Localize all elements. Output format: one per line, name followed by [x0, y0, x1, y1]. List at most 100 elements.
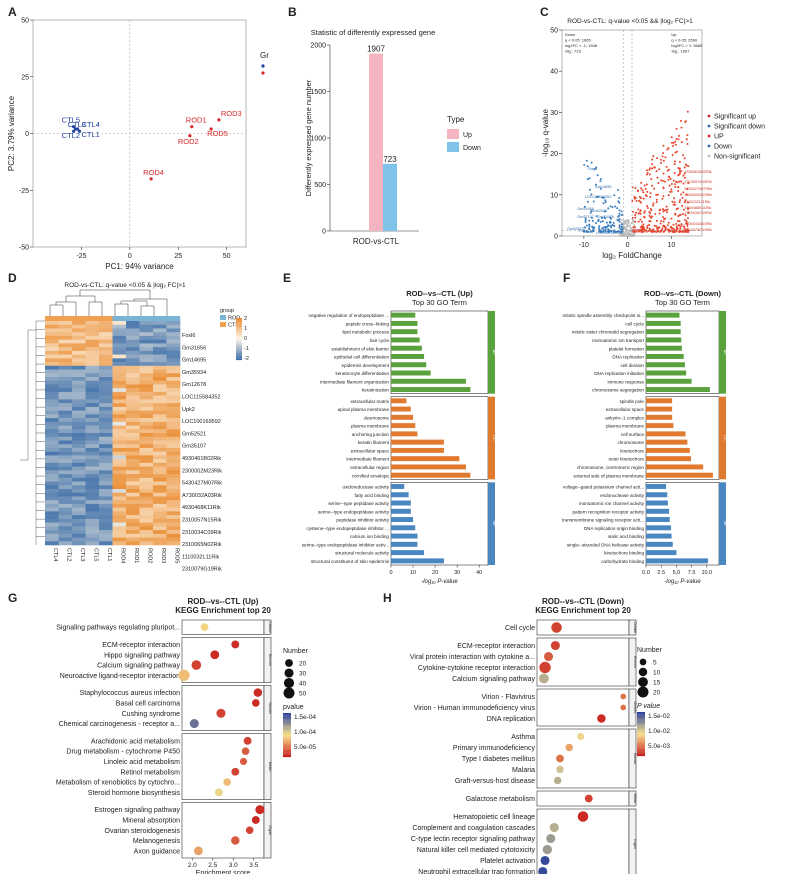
- heatmap-cell: [139, 369, 154, 374]
- heatmap-cell: [58, 511, 73, 516]
- kegg-xtick-label: 3.0: [229, 862, 238, 869]
- volcano-point-up: [655, 198, 658, 201]
- go-term-label: pattern recognition receptor activity: [573, 509, 645, 514]
- volcano-note-up: q < 0.05: 2560: [671, 38, 697, 43]
- go-title-e: ROD--vs--CTL (Up): [406, 289, 473, 298]
- volcano-gene-up: 2310057N15Rik: [685, 180, 712, 184]
- kegg-size-legend-label: 20: [299, 661, 307, 668]
- heatmap-cell: [99, 492, 113, 497]
- volcano-point-down: [588, 188, 591, 191]
- heatmap-cell: [166, 447, 181, 452]
- kegg-color-legend-cell: [283, 740, 291, 742]
- heatmap-cell: [45, 406, 59, 411]
- volcano-point-down: [617, 219, 620, 222]
- go-term-label: spindle pole: [619, 399, 644, 404]
- volcano-point-down: [618, 214, 621, 217]
- volcano-point-up: [649, 195, 652, 198]
- go-bar: [646, 483, 667, 489]
- volcano-point-up: [687, 182, 690, 185]
- heatmap-cell: [99, 496, 113, 501]
- volcano-point-up: [656, 157, 659, 160]
- volcano-point-down: [604, 201, 607, 204]
- heatmap-cell: [126, 339, 140, 344]
- volcano-point-up: [653, 224, 656, 227]
- heatmap-title: ROD-vs-CTL: q-value <0.05 & |log₂ FC|>1: [64, 282, 186, 289]
- volcano-point-down: [592, 200, 595, 203]
- heatmap-cell: [99, 350, 113, 355]
- volcano-point-up: [681, 212, 684, 215]
- heatmap-cell: [58, 526, 73, 531]
- volcano-point-up: [638, 195, 641, 198]
- volcano-point-up: [671, 144, 674, 147]
- heatmap-cell: [166, 440, 181, 445]
- volcano-point-down: [617, 200, 620, 203]
- heatmap-cell: [126, 324, 140, 329]
- volcano-point-ns: [627, 221, 629, 224]
- go-term-label: epidermis development: [342, 363, 390, 368]
- volcano-legend-label: Significant up: [714, 114, 756, 121]
- heatmap-row-label: 2300002M23Rik: [182, 468, 222, 474]
- kegg-group-frame: [181, 636, 265, 683]
- heatmap-cell: [153, 533, 167, 538]
- heatmap-cell: [85, 462, 100, 467]
- heatmap-cell: [99, 503, 113, 508]
- heatmap-cell: [112, 377, 127, 382]
- heatmap-cell: [166, 380, 181, 385]
- heatmap-cell: [139, 362, 154, 367]
- volcano-point-up: [632, 230, 635, 233]
- volcano-point-up: [663, 224, 666, 227]
- heatmap-cell: [45, 373, 59, 378]
- volcano-point-down: [584, 226, 587, 229]
- heatmap-column-label: CTL5: [92, 548, 98, 561]
- heatmap-cell: [126, 425, 140, 430]
- heatmap-cell: [85, 358, 100, 363]
- volcano-point-up: [650, 177, 653, 180]
- heatmap-cell: [166, 369, 181, 374]
- heatmap-legend-rod-label: ROD: [228, 316, 240, 322]
- volcano-point-down: [618, 201, 621, 204]
- heatmap-cell: [99, 541, 113, 546]
- volcano-point-up: [644, 187, 647, 190]
- volcano-point-ns: [632, 233, 634, 236]
- volcano-point-down: [618, 225, 621, 228]
- kegg-color-legend-cell: [283, 716, 291, 718]
- heatmap-cell: [153, 477, 167, 482]
- heatmap-cell: [112, 459, 127, 464]
- heatmap-cell: [45, 440, 59, 445]
- kegg-term-label: Virion - Human immunodeficiency virus: [414, 705, 536, 712]
- heatmap-cell: [99, 533, 113, 538]
- volcano-point-up: [653, 166, 656, 169]
- heatmap-cell: [58, 350, 73, 355]
- volcano-point-up: [640, 226, 643, 229]
- heatmap-cell: [85, 418, 100, 423]
- heatmap-scale-cell: [236, 327, 242, 330]
- volcano-point-up: [643, 210, 646, 213]
- kegg-color-legend-cell: [283, 737, 291, 739]
- heatmap-cell: [85, 339, 100, 344]
- volcano-point-up: [668, 184, 671, 187]
- kegg-term-label: Natural killer cell mediated cytotoxicit…: [417, 847, 536, 854]
- volcano-point-up: [684, 199, 687, 202]
- volcano-point-up: [640, 181, 643, 184]
- kegg-group-label: Environ: [268, 654, 272, 666]
- heatmap-cell: [126, 518, 140, 523]
- volcano-point-up: [685, 220, 688, 223]
- heatmap-cell: [72, 440, 86, 445]
- heatmap-scale-cell: [236, 351, 242, 354]
- kegg-group-frame: [181, 619, 265, 635]
- go-term-label: epithelial cell differentiation: [334, 355, 390, 360]
- volcano-point-down: [621, 223, 624, 226]
- volcano-point-down: [620, 225, 623, 228]
- heatmap-cell: [72, 391, 86, 396]
- heatmap-cell: [166, 515, 181, 520]
- heatmap-cell: [139, 522, 154, 527]
- heatmap-cell: [99, 343, 113, 348]
- heatmap-cell: [112, 425, 127, 430]
- kegg-color-legend-cell: [283, 736, 291, 738]
- heatmap-scale-cell: [236, 341, 242, 344]
- volcano-point-up: [686, 201, 689, 204]
- volcano-point-down: [588, 177, 591, 180]
- heatmap-scale-cell: [236, 340, 242, 342]
- heatmap-cell: [112, 369, 127, 374]
- volcano-point-up: [674, 160, 677, 163]
